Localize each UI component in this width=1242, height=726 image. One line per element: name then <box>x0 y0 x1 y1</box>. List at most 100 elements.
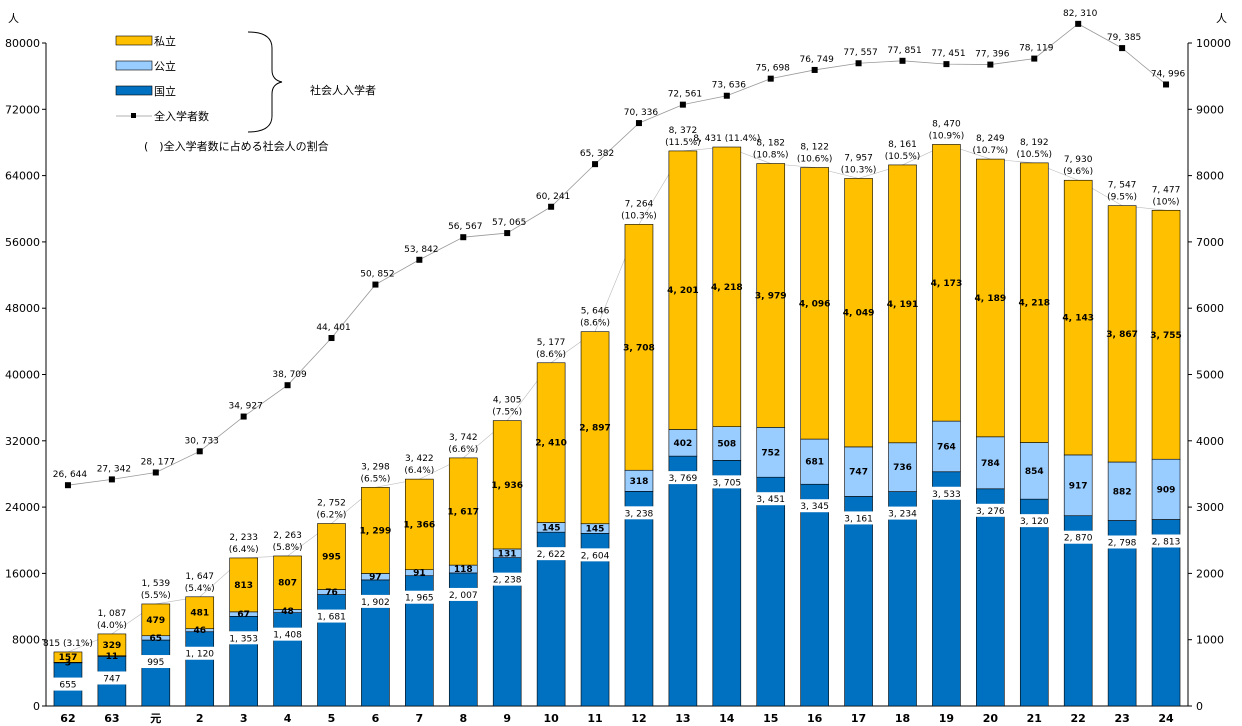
x-tick-label: 13 <box>675 712 690 725</box>
total-label: (6.5%) <box>360 474 390 484</box>
bar-segment <box>844 446 873 497</box>
total-label: 8, 192 <box>1020 138 1049 148</box>
total-label: (10.3%) <box>841 165 877 175</box>
bar-segment <box>888 442 917 492</box>
all-entrants-label: 65, 382 <box>580 149 614 159</box>
x-tick-label: 21 <box>1027 712 1042 725</box>
x-tick-label: 3 <box>240 712 248 725</box>
all-entrants-label: 72, 561 <box>668 90 702 100</box>
private-label: 2, 897 <box>579 424 611 434</box>
total-label: 7, 264 <box>625 199 654 209</box>
axes: 人人08000160002400032000400004800056000640… <box>5 12 1231 725</box>
public-label: 67 <box>237 610 250 620</box>
private-label: 813 <box>234 581 253 591</box>
all-entrants-line <box>67 23 1167 486</box>
legend-label: 私立 <box>154 34 176 48</box>
bar-segment <box>229 615 258 707</box>
total-label: 815 (3.1%) <box>43 639 93 649</box>
left-tick-label: 56000 <box>5 236 40 249</box>
private-label: 481 <box>190 609 209 619</box>
bar-segment <box>53 651 83 663</box>
bar-segment <box>1063 454 1093 517</box>
national-label-box <box>226 631 261 645</box>
all-entrants-label: 79, 385 <box>1107 33 1141 43</box>
right-tick-label: 7000 <box>1196 236 1224 249</box>
bar-segment <box>668 150 698 430</box>
bar-segment <box>976 436 1005 490</box>
bar-segment <box>976 488 1005 707</box>
bar-segment <box>1063 515 1093 707</box>
x-tick-label: 6 <box>372 712 380 725</box>
right-tick-label: 8000 <box>1196 170 1224 183</box>
national-label-box <box>797 499 832 513</box>
all-entrants-label: 73, 636 <box>712 81 747 91</box>
left-tick-label: 0 <box>33 700 40 713</box>
national-label: 3, 769 <box>669 474 698 484</box>
national-label: 3, 533 <box>932 490 961 500</box>
all-entrants-point <box>1119 45 1126 52</box>
national-label-box <box>94 671 129 685</box>
total-label: (6.4%) <box>404 466 434 476</box>
national-label-box <box>1149 534 1184 548</box>
national-label: 1, 120 <box>185 650 214 660</box>
national-label-box <box>621 506 656 520</box>
all-entrants-label: 56, 567 <box>448 222 482 232</box>
all-entrants-label: 78, 119 <box>1019 44 1054 54</box>
national-label-box <box>490 572 525 586</box>
x-tick-label: 10 <box>543 712 559 725</box>
bar-segment <box>273 555 302 610</box>
private-label: 4, 096 <box>799 299 831 309</box>
private-label: 4, 143 <box>1062 314 1094 324</box>
national-label-box <box>50 677 85 691</box>
national-label-box <box>665 471 700 485</box>
total-label: (4.0%) <box>97 621 127 631</box>
total-label: (10.8%) <box>753 151 789 161</box>
all-entrants-point <box>767 75 774 82</box>
all-entrants-point <box>416 256 423 263</box>
national-label-box <box>841 511 876 525</box>
x-tick-label: 22 <box>1071 712 1086 725</box>
private-label: 4, 218 <box>1018 299 1050 309</box>
national-label-box <box>929 486 964 500</box>
bar-segment <box>932 471 961 707</box>
national-label: 3, 238 <box>625 509 654 519</box>
left-tick-label: 32000 <box>5 435 40 448</box>
public-label: 131 <box>498 549 517 559</box>
bar-segment <box>668 455 698 707</box>
right-unit-label: 人 <box>1216 12 1227 25</box>
x-tick-label: 23 <box>1114 712 1129 725</box>
all-entrants-label: 77, 396 <box>975 50 1010 60</box>
private-label: 3, 708 <box>623 343 655 353</box>
public-label: 318 <box>630 477 649 487</box>
total-label: (9.6%) <box>1063 167 1093 177</box>
all-entrants-point <box>1075 20 1082 27</box>
left-unit-label: 人 <box>8 12 19 25</box>
national-label: 1, 681 <box>317 613 346 623</box>
total-label: 8, 182 <box>756 139 785 149</box>
all-entrants-point <box>284 382 291 389</box>
all-entrants-point <box>592 161 599 168</box>
public-label: 76 <box>325 588 338 598</box>
public-label: 145 <box>586 525 605 535</box>
x-tick-label: 8 <box>459 712 467 725</box>
all-entrants-label: 34, 927 <box>228 402 262 412</box>
bar-segment <box>1107 520 1137 707</box>
left-tick-label: 24000 <box>5 501 40 514</box>
right-tick-label: 1000 <box>1196 634 1224 647</box>
total-label: (6.4%) <box>229 545 259 555</box>
public-label: 736 <box>893 463 912 473</box>
bar-segment <box>888 164 917 444</box>
all-entrants-label: 53, 842 <box>404 245 438 255</box>
x-tick-label: 16 <box>807 712 823 725</box>
national-label: 3, 120 <box>1020 517 1049 527</box>
bar-segment <box>492 420 522 550</box>
total-label: (6.6%) <box>448 445 478 455</box>
total-label: (8.6%) <box>536 350 566 360</box>
bar-segment <box>800 483 829 707</box>
bar-segment <box>1151 458 1181 520</box>
public-label: 402 <box>673 439 692 449</box>
x-tick-label: 14 <box>719 712 735 725</box>
left-tick-label: 16000 <box>5 567 40 580</box>
total-label: 2, 233 <box>229 533 258 543</box>
